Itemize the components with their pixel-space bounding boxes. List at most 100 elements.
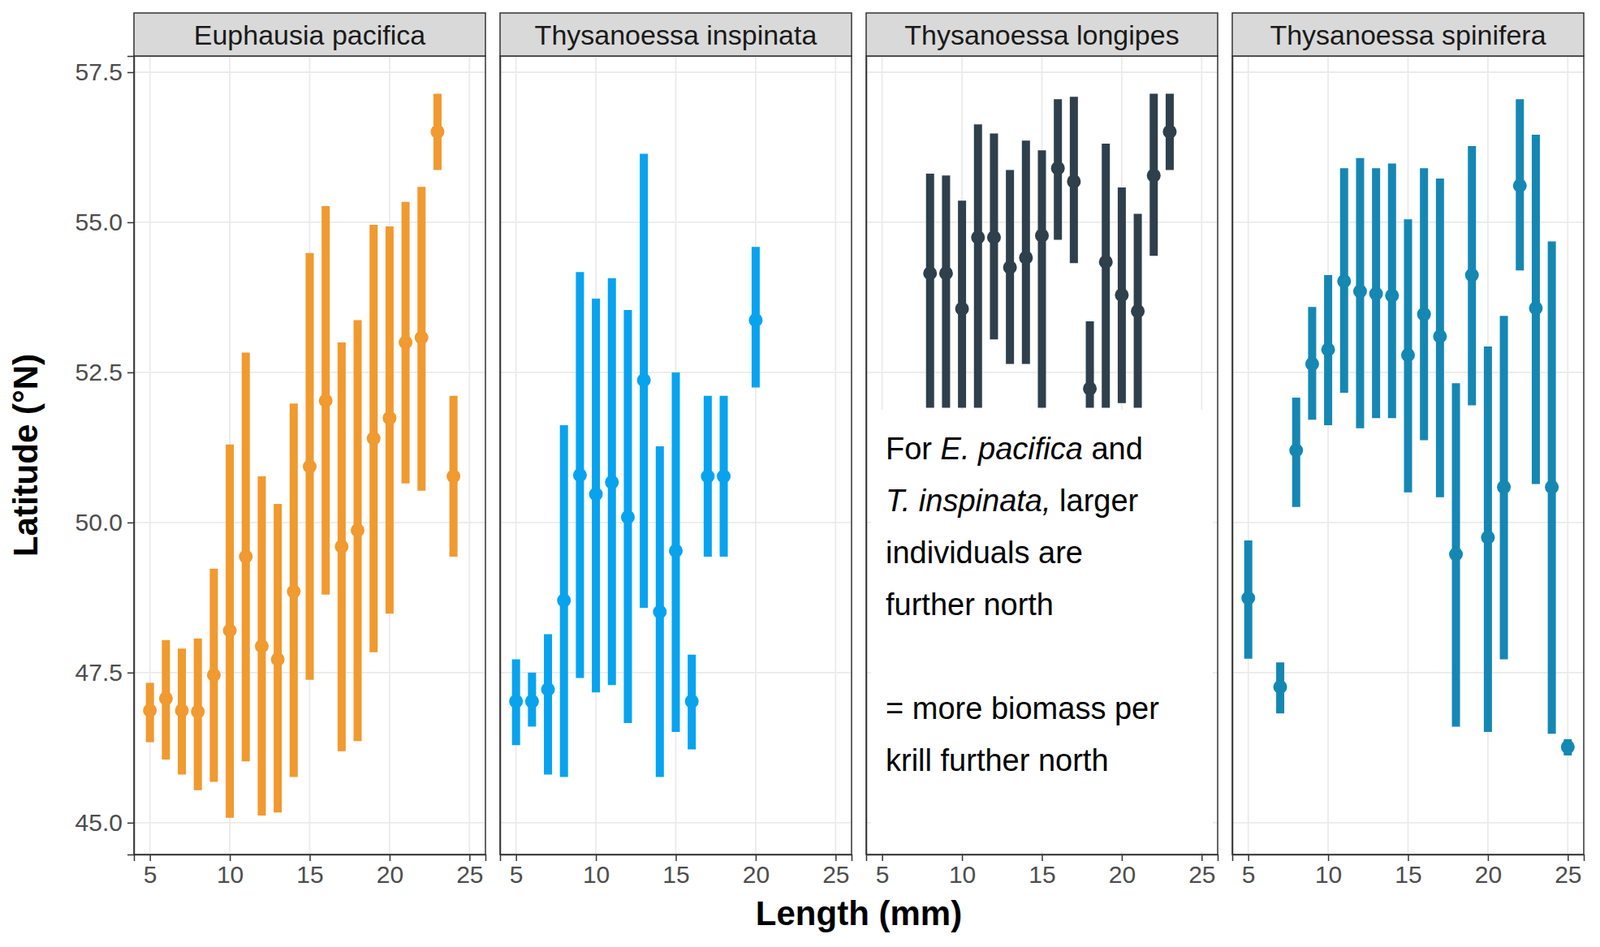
- point: [1432, 329, 1447, 344]
- strip: [866, 12, 1218, 57]
- grid: [500, 56, 852, 855]
- point: [1241, 591, 1255, 606]
- point: [1321, 342, 1336, 357]
- tick: 25: [822, 854, 850, 889]
- tick-label: 10: [1315, 861, 1342, 889]
- tick: 15: [1394, 854, 1422, 889]
- panel: Thysanoessa spinifera510152025: [1232, 12, 1585, 889]
- y-axis: [500, 56, 502, 856]
- grid-line: [1232, 822, 1584, 824]
- point: [1528, 301, 1543, 315]
- x-axis: 510152025: [500, 854, 853, 889]
- tick: 10: [216, 854, 244, 889]
- point: [190, 704, 205, 719]
- point: [589, 487, 604, 502]
- panel-title: Thysanoessa spinifera: [1269, 19, 1546, 51]
- tick-label: 15: [296, 861, 324, 889]
- grid-line: [866, 71, 1218, 74]
- tick: 47.5: [75, 659, 134, 686]
- point: [1035, 228, 1049, 243]
- tick: 20: [1108, 854, 1136, 889]
- grid-line: [1232, 672, 1584, 674]
- error-bar: [926, 173, 935, 409]
- point: [1513, 178, 1527, 193]
- error-bar: [974, 124, 983, 408]
- annotation-text: T. inspinata, larger: [885, 483, 1139, 518]
- point: [525, 694, 540, 709]
- point: [159, 691, 173, 706]
- point: [1147, 168, 1161, 183]
- x-axis: 510152025: [866, 854, 1219, 889]
- grid-line: [388, 56, 391, 855]
- point: [1289, 444, 1303, 458]
- grid-line: [1247, 56, 1250, 855]
- point: [1417, 307, 1432, 322]
- axis-line: [866, 855, 1219, 863]
- strip: [133, 12, 486, 57]
- panel: For E. pacifica andT. inspinata, largeri…: [866, 12, 1219, 889]
- tick-mark: [127, 372, 134, 375]
- grid-line: [149, 56, 151, 855]
- plot-frame: [500, 56, 852, 855]
- point: [1449, 547, 1463, 562]
- grid-line: [309, 56, 311, 855]
- tick-label: 20: [1108, 861, 1136, 889]
- point: [350, 523, 365, 538]
- point: [254, 639, 269, 654]
- panel: Thysanoessa inspinata510152025: [500, 12, 853, 889]
- axis-line: [500, 855, 853, 863]
- point: [446, 469, 461, 484]
- point: [319, 393, 333, 408]
- tick-label: 15: [1028, 861, 1056, 889]
- point: [700, 469, 715, 484]
- grid-line: [500, 822, 852, 824]
- tick: 10: [948, 854, 976, 889]
- point: [302, 460, 317, 475]
- point: [748, 313, 763, 328]
- point: [637, 373, 652, 388]
- axis-line: [1232, 56, 1234, 856]
- tick-mark: [309, 854, 311, 862]
- point: [1130, 304, 1145, 319]
- point: [1480, 530, 1495, 545]
- point: [382, 411, 397, 426]
- point: [1369, 286, 1384, 301]
- point: [430, 125, 445, 139]
- panel-title: Thysanoessa longipes: [904, 19, 1179, 51]
- tick-mark: [389, 854, 392, 862]
- tick-mark: [595, 854, 598, 862]
- grid-line: [1232, 71, 1584, 74]
- y-axis-title: Latitude (°N): [6, 353, 45, 557]
- point: [668, 543, 683, 558]
- grid-line: [500, 71, 852, 74]
- marks: [508, 154, 763, 778]
- plot-frame: [866, 56, 1218, 855]
- point: [1003, 260, 1018, 275]
- axis-line: [127, 56, 135, 856]
- point: [508, 694, 523, 709]
- grid-line: [133, 822, 486, 824]
- tick: 52.5: [75, 358, 134, 386]
- tick-mark: [127, 672, 134, 675]
- tick-mark: [675, 854, 678, 862]
- tick-label: 15: [1394, 861, 1422, 889]
- point: [1066, 174, 1081, 189]
- point: [716, 469, 731, 484]
- grid-line: [133, 71, 486, 74]
- point: [970, 230, 985, 245]
- plot-background: [133, 56, 486, 855]
- x-axis-title: Length (mm): [755, 894, 962, 933]
- tick-label: 15: [662, 861, 690, 889]
- tick: 15: [1028, 854, 1056, 889]
- tick-label: 20: [742, 861, 770, 889]
- tick: 5: [1242, 854, 1256, 889]
- tick: 20: [376, 854, 404, 889]
- tick-mark: [515, 854, 518, 862]
- tick: 10: [582, 854, 610, 889]
- point: [1114, 288, 1129, 302]
- y-axis: [866, 56, 868, 856]
- axis-line: [500, 56, 502, 856]
- error-bar: [543, 633, 553, 775]
- point: [142, 703, 157, 718]
- tick-mark: [1247, 854, 1250, 862]
